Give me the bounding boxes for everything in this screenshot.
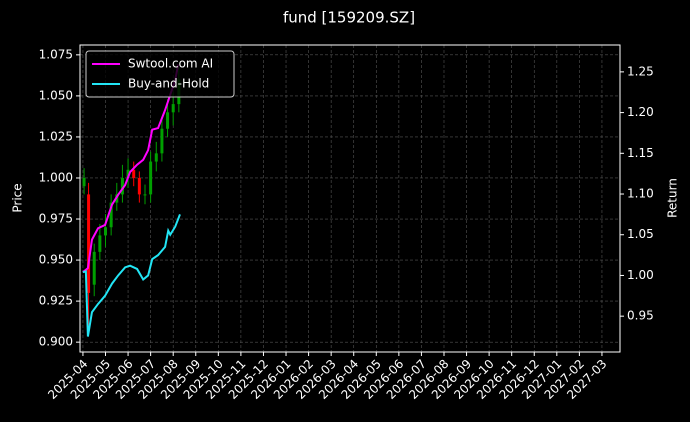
y-tick-label: 0.925 <box>39 294 73 308</box>
series-line <box>82 64 180 273</box>
candle-body <box>120 177 124 195</box>
plot-frame <box>79 44 621 353</box>
candle-body <box>149 161 153 195</box>
y2-tick-label: 1.10 <box>627 187 654 201</box>
y2-tick-label: 1.15 <box>627 146 654 160</box>
y-axis-label: Price <box>11 183 25 212</box>
legend-label: Buy-and-Hold <box>128 77 209 91</box>
y-tick-label: 0.900 <box>39 335 73 349</box>
candle-body <box>171 104 175 113</box>
candle-body <box>126 169 130 178</box>
candle-body <box>103 227 107 236</box>
candle-body <box>137 177 141 195</box>
candle-body <box>132 169 136 178</box>
candle-body <box>92 251 96 285</box>
legend-label: Swtool.com AI <box>128 57 213 71</box>
y2-axis-label: Return <box>666 178 680 218</box>
y2-tick-label: 1.05 <box>627 227 654 241</box>
y2-tick-label: 1.25 <box>627 64 654 78</box>
candle-body <box>109 202 113 228</box>
y2-tick-label: 1.00 <box>627 268 654 282</box>
y-tick-label: 1.000 <box>39 170 73 184</box>
y-tick-label: 1.075 <box>39 47 73 61</box>
y2-tick-label: 1.20 <box>627 105 654 119</box>
y-tick-label: 1.025 <box>39 129 73 143</box>
candle-body <box>166 112 170 129</box>
candle-body <box>154 153 158 162</box>
candle-body <box>98 235 102 252</box>
candle-body <box>143 194 147 196</box>
chart-title: fund [159209.SZ] <box>283 9 415 27</box>
legend-box <box>85 50 235 98</box>
y-tick-label: 0.975 <box>39 212 73 226</box>
candle-body <box>160 128 164 154</box>
y-tick-label: 0.950 <box>39 253 73 267</box>
candle-body <box>82 177 86 187</box>
y-tick-label: 1.050 <box>39 88 73 102</box>
candle-body <box>87 194 91 293</box>
y2-tick-label: 0.95 <box>627 309 654 323</box>
series-line <box>82 214 181 337</box>
